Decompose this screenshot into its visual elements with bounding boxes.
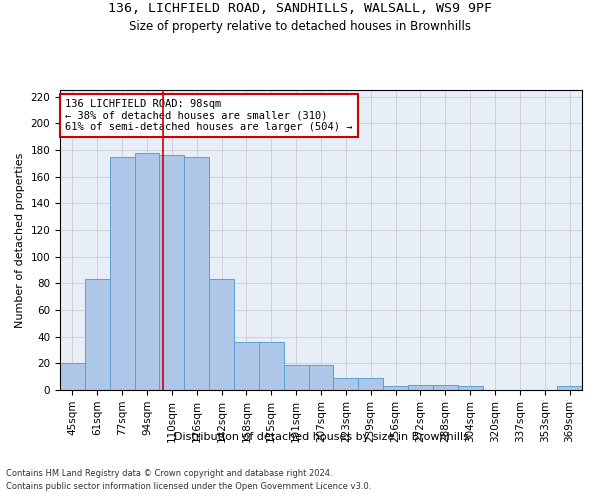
Bar — [234, 342, 259, 390]
Bar — [358, 378, 383, 390]
Bar — [458, 386, 482, 390]
Bar — [433, 384, 458, 390]
Bar — [408, 384, 433, 390]
Bar — [383, 386, 408, 390]
Text: Contains HM Land Registry data © Crown copyright and database right 2024.: Contains HM Land Registry data © Crown c… — [6, 468, 332, 477]
Bar — [284, 364, 308, 390]
Text: Distribution of detached houses by size in Brownhills: Distribution of detached houses by size … — [173, 432, 469, 442]
Text: 136, LICHFIELD ROAD, SANDHILLS, WALSALL, WS9 9PF: 136, LICHFIELD ROAD, SANDHILLS, WALSALL,… — [108, 2, 492, 16]
Bar — [259, 342, 284, 390]
Y-axis label: Number of detached properties: Number of detached properties — [15, 152, 25, 328]
Text: Contains public sector information licensed under the Open Government Licence v3: Contains public sector information licen… — [6, 482, 371, 491]
Bar — [557, 386, 582, 390]
Text: Size of property relative to detached houses in Brownhills: Size of property relative to detached ho… — [129, 20, 471, 33]
Bar — [85, 280, 110, 390]
Bar — [60, 364, 85, 390]
Bar — [110, 156, 134, 390]
Bar — [160, 156, 184, 390]
Bar — [209, 280, 234, 390]
Bar — [134, 152, 160, 390]
Bar — [184, 156, 209, 390]
Text: 136 LICHFIELD ROAD: 98sqm
← 38% of detached houses are smaller (310)
61% of semi: 136 LICHFIELD ROAD: 98sqm ← 38% of detac… — [65, 99, 353, 132]
Bar — [308, 364, 334, 390]
Bar — [334, 378, 358, 390]
